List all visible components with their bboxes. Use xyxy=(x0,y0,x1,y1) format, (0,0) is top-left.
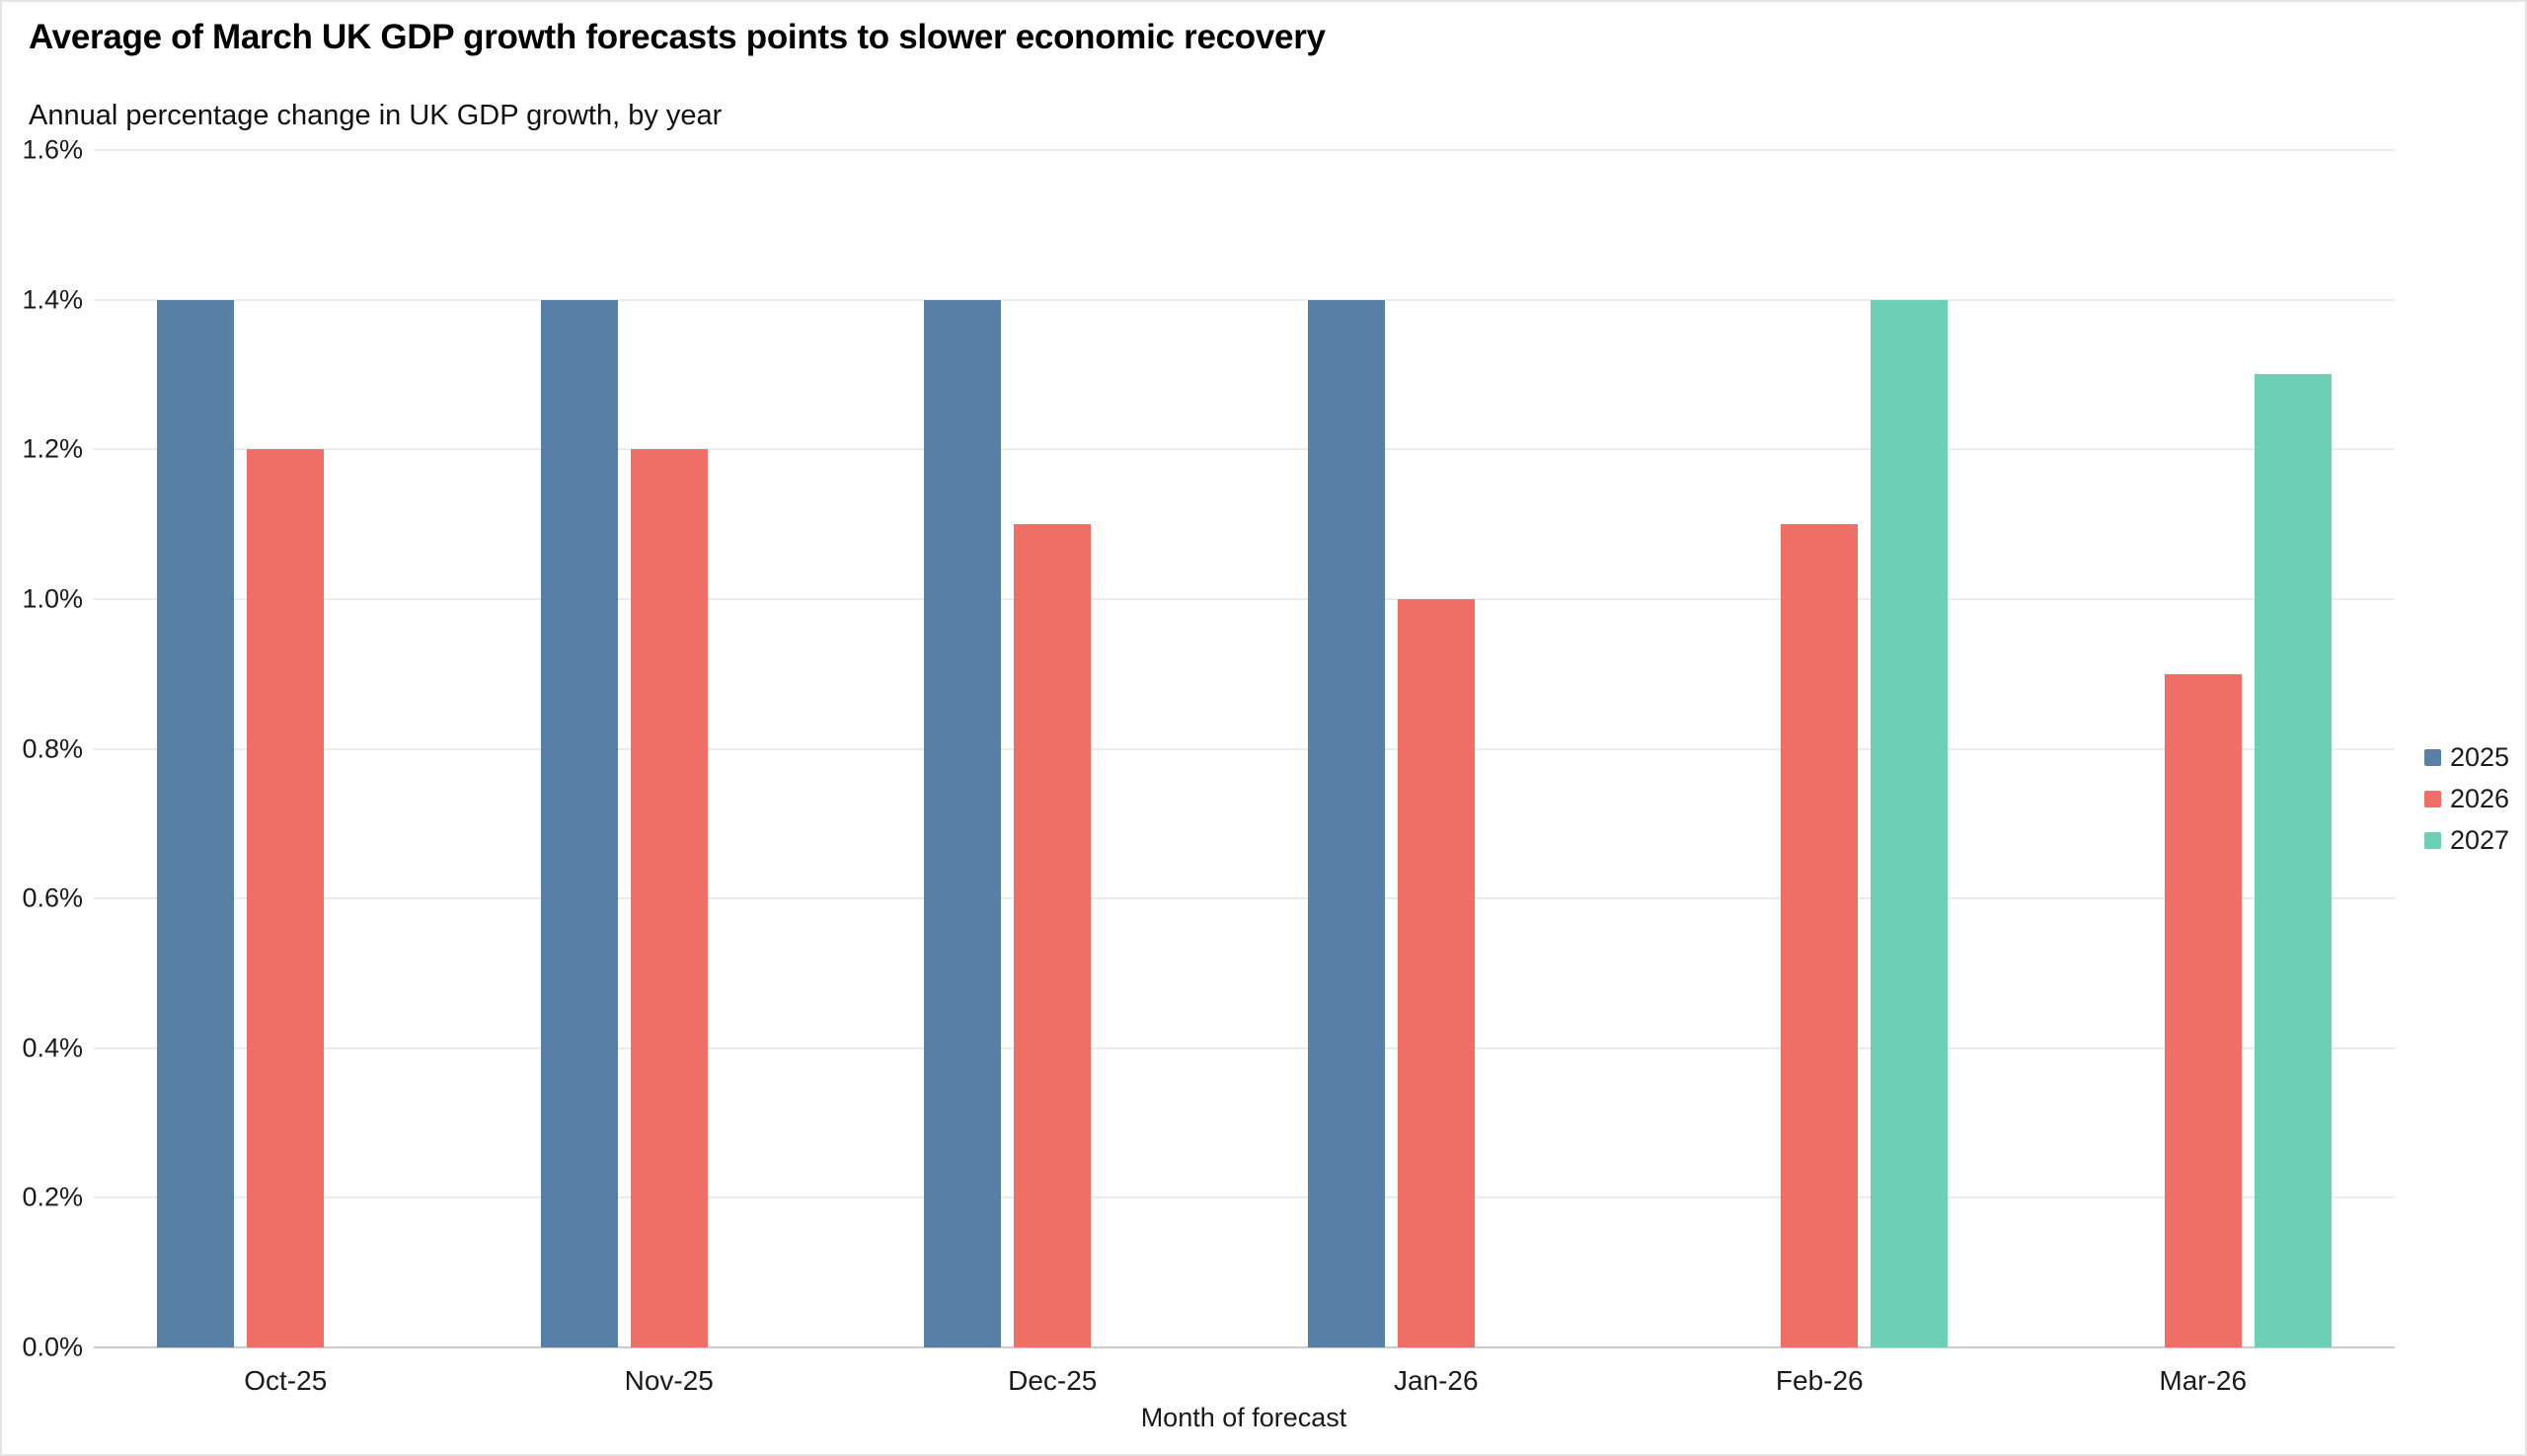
x-tick-label-Dec-25: Dec-25 xyxy=(1008,1365,1098,1396)
bar-Oct-25-2026 xyxy=(247,449,324,1347)
chart-title: Average of March UK GDP growth forecasts… xyxy=(29,18,1326,56)
bar-Nov-25-2026 xyxy=(631,449,708,1347)
x-tick-label-Feb-26: Feb-26 xyxy=(1775,1365,1864,1396)
legend-swatch-icon xyxy=(2424,748,2441,766)
gridline-1.6% xyxy=(94,149,2395,151)
bar-Jan-26-2026 xyxy=(1398,599,1475,1347)
x-tick-label-Nov-25: Nov-25 xyxy=(624,1365,714,1396)
y-tick-label-0.0%: 0.0% xyxy=(22,1332,83,1362)
legend-item-2027: 2027 xyxy=(2424,819,2509,861)
legend: 2025 2026 2027 xyxy=(2424,736,2509,861)
bar-Feb-26-2027 xyxy=(1871,300,1948,1347)
bar-Jan-26-2025 xyxy=(1308,300,1385,1347)
x-tick-label-Jan-26: Jan-26 xyxy=(1393,1365,1479,1396)
y-tick-label-1.6%: 1.6% xyxy=(22,134,83,165)
legend-label: 2026 xyxy=(2450,783,2510,813)
gridline-0.8% xyxy=(94,747,2395,750)
y-tick-label-1.0%: 1.0% xyxy=(22,583,83,614)
bar-Mar-26-2026 xyxy=(2165,674,2242,1347)
gridline-0.2% xyxy=(94,1196,2395,1199)
legend-label: 2027 xyxy=(2450,824,2510,855)
legend-item-2026: 2026 xyxy=(2424,778,2509,819)
legend-label: 2025 xyxy=(2450,741,2510,772)
y-tick-label-0.8%: 0.8% xyxy=(22,733,83,763)
x-tick-label-Mar-26: Mar-26 xyxy=(2159,1365,2248,1396)
y-tick-label-1.4%: 1.4% xyxy=(22,284,83,315)
gridline-0.0% xyxy=(94,1346,2395,1348)
bar-Dec-25-2025 xyxy=(924,300,1001,1347)
gridline-0.6% xyxy=(94,897,2395,900)
x-tick-label-Oct-25: Oct-25 xyxy=(244,1365,328,1396)
y-tick-label-0.2%: 0.2% xyxy=(22,1182,83,1212)
x-axis-title: Month of forecast xyxy=(1140,1403,1347,1432)
bar-Feb-26-2026 xyxy=(1781,524,1858,1347)
bar-Nov-25-2025 xyxy=(541,300,618,1347)
y-tick-label-0.4%: 0.4% xyxy=(22,1033,83,1063)
bar-Oct-25-2025 xyxy=(157,300,234,1347)
gridline-1.2% xyxy=(94,448,2395,451)
chart-subtitle: Annual percentage change in UK GDP growt… xyxy=(29,100,723,131)
y-tick-label-1.2%: 1.2% xyxy=(22,433,83,464)
bar-Mar-26-2027 xyxy=(2255,374,2332,1347)
plot-area xyxy=(94,149,2395,1348)
legend-swatch-icon xyxy=(2424,831,2441,849)
legend-item-2025: 2025 xyxy=(2424,736,2509,778)
gridline-1.0% xyxy=(94,597,2395,600)
legend-swatch-icon xyxy=(2424,790,2441,807)
y-tick-label-0.6%: 0.6% xyxy=(22,882,83,913)
gridline-1.4% xyxy=(94,298,2395,301)
gridline-0.4% xyxy=(94,1046,2395,1049)
bar-Dec-25-2026 xyxy=(1014,524,1091,1347)
